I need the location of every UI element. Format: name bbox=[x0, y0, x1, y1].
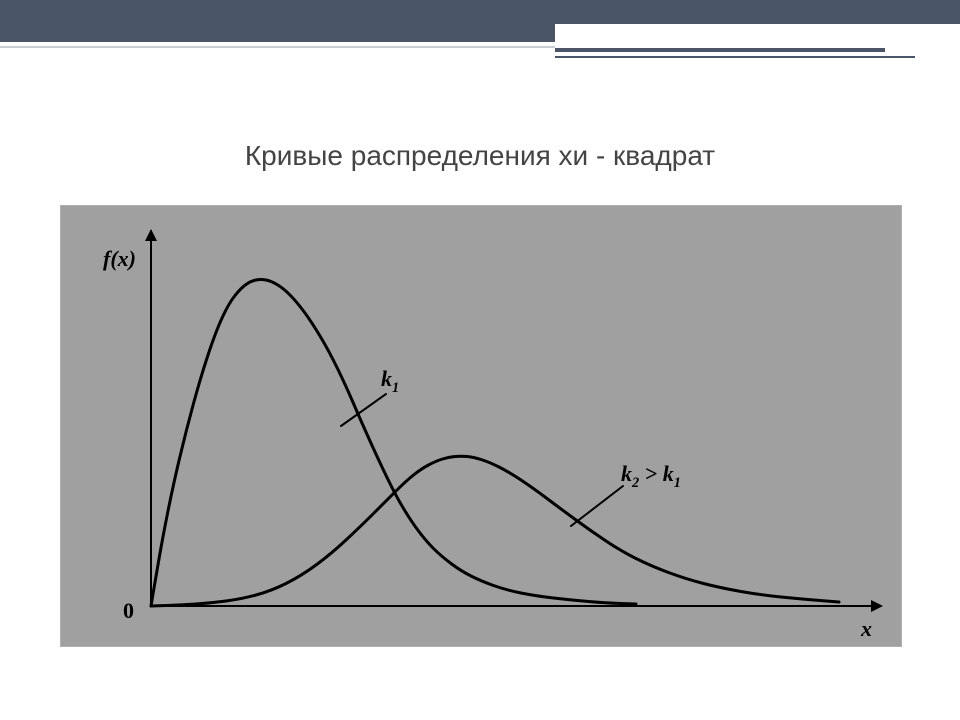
svg-text:0: 0 bbox=[123, 598, 134, 623]
curve-k1 bbox=[151, 280, 636, 607]
curve-k1-label: k1 bbox=[381, 366, 399, 396]
svg-text:x: x bbox=[860, 616, 872, 641]
top-bar bbox=[0, 0, 960, 70]
curve-k2 bbox=[151, 456, 839, 606]
top-bar-graphic bbox=[0, 0, 960, 70]
curve-k2-label: k2 > k1 bbox=[621, 461, 681, 491]
chart-container: f(x) x 0 k1 k2 > k1 bbox=[60, 205, 902, 647]
chi-square-chart: f(x) x 0 k1 k2 > k1 bbox=[61, 206, 901, 646]
slide: Кривые распределения хи - квадрат f(x) x 0… bbox=[0, 0, 960, 720]
svg-text:f(x): f(x) bbox=[103, 246, 136, 271]
page-title: Кривые распределения хи - квадрат bbox=[0, 140, 960, 172]
